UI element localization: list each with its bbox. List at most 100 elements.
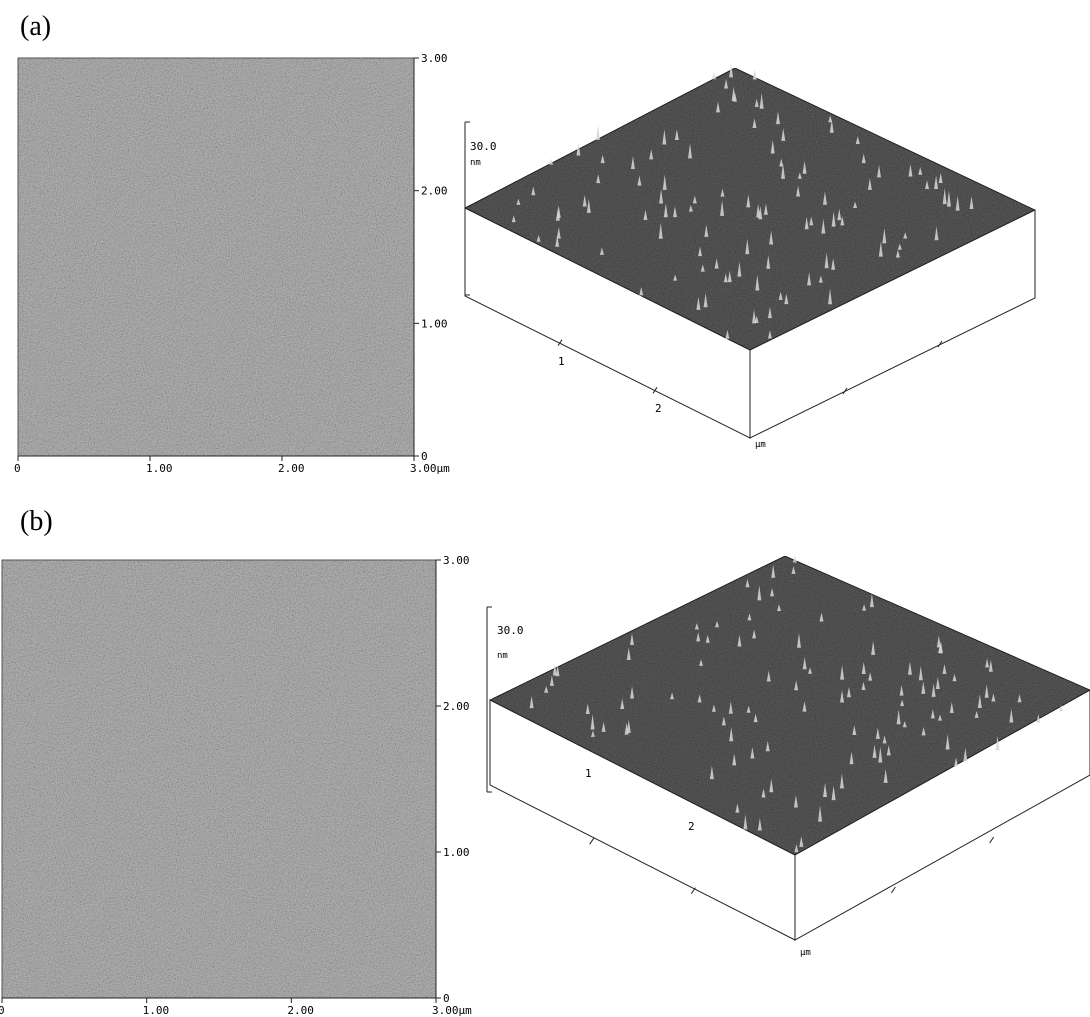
peak	[907, 661, 912, 675]
peak	[869, 593, 874, 608]
peak	[755, 274, 760, 291]
peak	[529, 695, 534, 709]
peak	[771, 564, 776, 578]
peak	[809, 216, 814, 226]
peak	[822, 191, 827, 205]
peak	[938, 641, 943, 654]
peak	[752, 629, 757, 639]
peak	[737, 261, 742, 277]
peak	[942, 663, 947, 674]
axis-tick-label: 2	[688, 820, 695, 833]
peak	[549, 675, 554, 686]
peak	[942, 188, 947, 205]
peak	[991, 693, 996, 702]
z-unit: nm	[497, 651, 508, 661]
peak	[793, 794, 798, 808]
peak	[977, 694, 982, 708]
panel-label: (b)	[20, 506, 53, 537]
afm-image	[2, 560, 436, 998]
peak	[595, 124, 600, 140]
axis-tick-label: 1	[558, 355, 565, 368]
peak	[862, 604, 867, 611]
peak	[861, 661, 866, 674]
peak	[802, 701, 807, 712]
peak	[921, 681, 926, 694]
peak	[984, 684, 989, 698]
peak	[1036, 714, 1041, 724]
peak	[765, 740, 770, 752]
y-tick-label: 3.00	[443, 554, 470, 567]
peak	[861, 153, 866, 164]
peak	[766, 255, 771, 269]
axis-unit: µm	[755, 440, 766, 450]
peak	[886, 745, 891, 756]
peak	[673, 274, 678, 281]
peak	[729, 63, 734, 78]
peak	[796, 185, 801, 197]
y-tick-label: 2.00	[443, 700, 470, 713]
peak	[776, 111, 781, 125]
tick	[989, 836, 995, 844]
peak	[620, 698, 625, 709]
peak	[596, 174, 601, 184]
peak	[721, 716, 726, 726]
peak	[746, 705, 751, 713]
peak	[883, 768, 888, 783]
peak	[626, 719, 631, 733]
peak	[934, 175, 939, 190]
peak	[767, 306, 772, 319]
peak	[754, 98, 759, 107]
peak	[745, 238, 750, 255]
peak	[643, 209, 648, 221]
peak	[918, 166, 923, 175]
peak	[804, 216, 809, 230]
peak	[840, 664, 845, 680]
peak	[555, 665, 560, 677]
peak	[855, 136, 860, 145]
peak	[727, 270, 732, 283]
peak	[728, 701, 733, 714]
peak	[985, 658, 990, 668]
y-tick-label: 0	[421, 450, 428, 463]
peak	[769, 778, 774, 793]
peak	[791, 566, 796, 574]
peak	[925, 180, 930, 189]
peak	[897, 243, 902, 250]
peak	[555, 208, 560, 221]
peak	[908, 164, 913, 177]
peak	[732, 753, 737, 766]
peak	[837, 208, 842, 221]
peak	[720, 200, 725, 216]
peak	[872, 744, 877, 758]
peak	[1009, 708, 1014, 723]
peak	[761, 788, 766, 798]
peak	[723, 273, 728, 283]
peak	[531, 186, 536, 196]
peak	[935, 677, 940, 689]
peak	[536, 235, 541, 242]
peak	[698, 246, 703, 257]
z-unit: nm	[470, 158, 481, 168]
peak	[659, 189, 664, 204]
peak	[576, 142, 581, 156]
peak	[697, 694, 702, 703]
peak	[552, 663, 557, 676]
peak	[875, 727, 880, 739]
peak	[688, 204, 693, 212]
peak	[871, 640, 876, 655]
peak	[662, 174, 667, 190]
peak	[952, 674, 957, 682]
peak	[829, 119, 834, 133]
peak	[797, 172, 802, 179]
peak	[750, 746, 755, 759]
peak	[752, 118, 757, 129]
peak	[601, 721, 606, 732]
axis-unit: µm	[800, 948, 811, 958]
peak	[807, 272, 812, 286]
peak	[794, 844, 799, 853]
peak	[766, 670, 771, 682]
peak	[757, 817, 762, 831]
peak	[868, 672, 873, 681]
peak	[590, 714, 595, 730]
peak	[896, 709, 901, 725]
